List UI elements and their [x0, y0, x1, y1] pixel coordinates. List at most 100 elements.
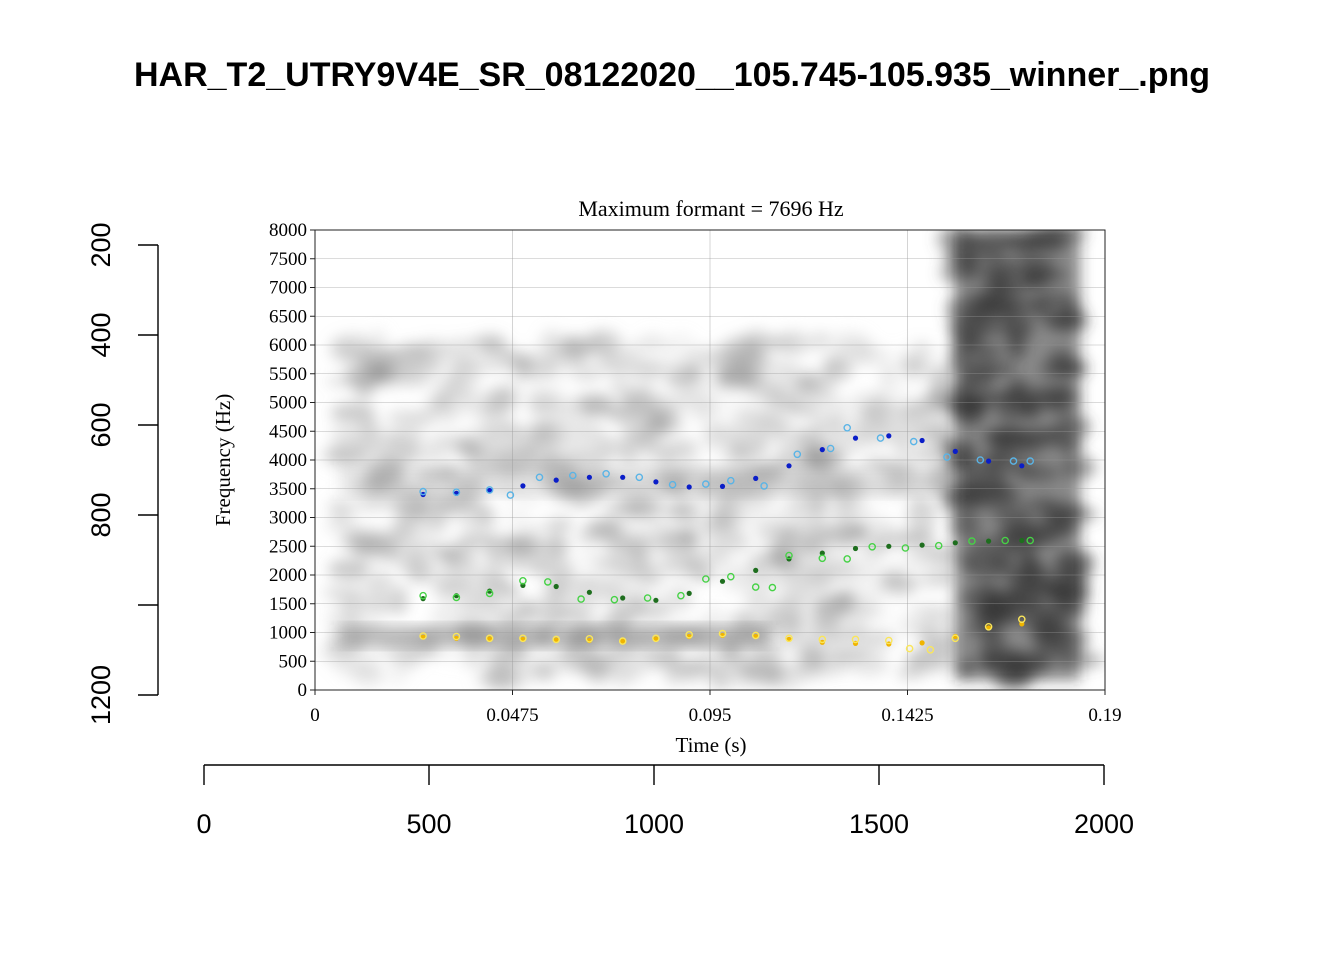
data-point [786, 463, 792, 469]
outer-x-tick-label: 1500 [849, 809, 909, 839]
y-tick-label: 0 [298, 680, 308, 701]
data-point [620, 638, 626, 644]
outer-y-tick-label: 200 [86, 222, 116, 267]
data-point [553, 477, 559, 483]
data-point [768, 583, 777, 592]
data-point [586, 474, 593, 480]
data-point [818, 635, 827, 644]
outer-y-tick-label: 400 [86, 312, 116, 357]
data-point [909, 437, 918, 446]
data-point [952, 448, 958, 454]
outer-x-tick-label: 0 [196, 809, 211, 839]
data-point [652, 634, 660, 643]
data-point [620, 595, 626, 601]
y-tick-label: 1500 [269, 594, 307, 615]
series-5 [419, 615, 1026, 654]
data-point [885, 636, 893, 645]
data-point [926, 646, 935, 654]
data-point [653, 636, 659, 642]
data-point [668, 480, 677, 489]
data-point [685, 631, 694, 639]
outer-y-tick-label: 600 [86, 402, 116, 447]
y-tick-label: 8000 [269, 220, 307, 241]
data-point [984, 623, 993, 631]
y-axis-label: Frequency (Hz) [211, 394, 235, 526]
data-point [919, 437, 925, 444]
data-point [519, 577, 527, 585]
data-point [919, 542, 925, 548]
data-point [719, 578, 726, 584]
data-point [919, 640, 925, 646]
data-point [793, 450, 802, 459]
data-point [702, 480, 710, 488]
data-point [951, 634, 960, 643]
data-point [535, 473, 544, 482]
data-point [487, 636, 493, 642]
data-point [485, 634, 494, 643]
data-point [753, 475, 759, 481]
outer-y-axis: 200 400 600 800 1200 [86, 222, 159, 725]
data-point [485, 589, 494, 598]
data-point [852, 545, 859, 552]
data-point [585, 635, 594, 643]
data-point [719, 483, 726, 489]
data-point [610, 595, 619, 604]
data-point [1026, 536, 1034, 545]
data-point [785, 551, 793, 560]
data-point [868, 543, 877, 551]
data-point [986, 458, 992, 464]
outer-x-tick-label: 500 [406, 809, 451, 839]
data-point [586, 589, 593, 595]
data-point [1001, 536, 1010, 545]
data-point [1009, 457, 1018, 465]
y-tick-label: 4500 [269, 421, 307, 442]
data-point [686, 484, 692, 490]
series-2 [420, 537, 1025, 603]
y-tick-label: 7500 [269, 249, 307, 270]
page-title: HAR_T2_UTRY9V4E_SR_08122020__105.745-105… [133, 56, 1211, 94]
data-point [653, 479, 659, 485]
data-point [753, 567, 759, 574]
data-point [653, 597, 659, 603]
outer-y-tick-label: 1200 [86, 665, 116, 725]
data-point [544, 578, 552, 586]
data-point [968, 537, 976, 545]
data-point [943, 453, 951, 461]
data-point [620, 474, 626, 480]
data-point [520, 483, 526, 489]
x-axis-label: Time (s) [676, 733, 747, 757]
data-point [519, 634, 527, 643]
data-point [569, 471, 577, 480]
x-tick-label: 0.19 [1088, 705, 1121, 726]
data-point [886, 543, 892, 549]
y-tick-label: 4000 [269, 450, 307, 471]
data-point [1019, 537, 1025, 544]
data-point [419, 591, 427, 600]
data-point [986, 538, 992, 544]
data-point [819, 447, 825, 453]
y-tick-label: 7000 [269, 278, 307, 299]
y-tick-label: 1000 [269, 623, 307, 644]
data-point [635, 473, 644, 482]
y-tick-label: 5000 [269, 393, 307, 414]
data-point [818, 554, 827, 563]
inner-x-axis: 0 0.0475 0.095 0.1425 0.19 Time (s) [310, 690, 1122, 757]
data-point [553, 583, 559, 590]
data-point [718, 629, 727, 638]
y-tick-label: 2500 [269, 536, 307, 557]
data-point [506, 491, 515, 499]
data-point [1018, 615, 1026, 624]
y-tick-label: 500 [279, 651, 308, 672]
data-point [1026, 457, 1034, 465]
data-point [702, 575, 710, 583]
x-tick-label: 0.1425 [881, 705, 933, 726]
x-tick-label: 0 [310, 705, 320, 726]
data-point [952, 540, 958, 546]
outer-x-axis: 0 500 1000 1500 2000 [196, 764, 1134, 839]
data-point [826, 444, 835, 453]
data-point [819, 550, 825, 556]
series-3 [419, 536, 1034, 604]
data-point [602, 469, 610, 478]
